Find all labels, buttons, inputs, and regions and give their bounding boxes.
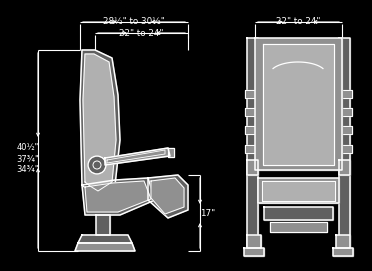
Polygon shape (263, 44, 334, 165)
Polygon shape (335, 90, 352, 98)
Polygon shape (336, 235, 350, 248)
Polygon shape (247, 160, 258, 175)
Text: 22" to 24": 22" to 24" (119, 28, 163, 37)
Text: 17": 17" (201, 208, 216, 218)
Polygon shape (82, 178, 155, 215)
Polygon shape (333, 248, 353, 256)
Polygon shape (75, 243, 135, 251)
Polygon shape (78, 235, 132, 243)
Polygon shape (247, 38, 258, 248)
Text: 37¾": 37¾" (17, 154, 39, 163)
Polygon shape (255, 38, 342, 170)
Polygon shape (83, 54, 116, 191)
Text: 34¾": 34¾" (17, 166, 39, 175)
Polygon shape (96, 215, 110, 235)
Polygon shape (339, 38, 350, 248)
Polygon shape (80, 50, 120, 195)
Polygon shape (105, 148, 170, 165)
Polygon shape (335, 145, 352, 153)
Polygon shape (270, 222, 327, 232)
Polygon shape (244, 248, 264, 256)
Polygon shape (262, 181, 335, 201)
Polygon shape (245, 108, 262, 116)
Polygon shape (335, 108, 352, 116)
Polygon shape (85, 181, 151, 212)
Polygon shape (245, 90, 262, 98)
Circle shape (88, 156, 106, 174)
Polygon shape (151, 178, 184, 214)
Polygon shape (264, 207, 333, 220)
Text: 28½" to 30½": 28½" to 30½" (103, 18, 165, 27)
Polygon shape (168, 148, 174, 157)
Polygon shape (245, 126, 262, 134)
Polygon shape (335, 126, 352, 134)
Polygon shape (148, 175, 188, 218)
Polygon shape (339, 160, 350, 175)
Text: 22" to 24": 22" to 24" (276, 18, 320, 27)
Polygon shape (258, 178, 339, 203)
Text: 40½": 40½" (17, 144, 39, 153)
Polygon shape (245, 145, 262, 153)
Polygon shape (247, 235, 261, 248)
